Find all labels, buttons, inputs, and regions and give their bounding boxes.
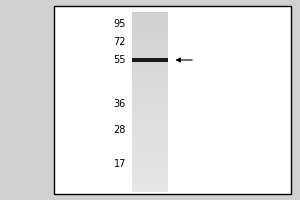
Bar bbox=[132, 23, 168, 25]
Bar bbox=[132, 58, 168, 62]
Bar bbox=[132, 81, 168, 84]
Bar bbox=[132, 165, 168, 167]
Bar bbox=[132, 93, 168, 95]
Bar bbox=[132, 43, 168, 46]
Text: 55: 55 bbox=[113, 55, 126, 65]
Bar bbox=[132, 122, 168, 124]
Text: 95: 95 bbox=[114, 19, 126, 29]
Bar bbox=[132, 99, 168, 102]
Bar bbox=[132, 178, 168, 181]
Bar bbox=[132, 32, 168, 35]
Bar bbox=[132, 144, 168, 147]
Bar bbox=[132, 21, 168, 23]
Bar bbox=[132, 52, 168, 55]
Bar bbox=[132, 41, 168, 44]
Bar bbox=[54, 6, 291, 194]
Bar bbox=[132, 54, 168, 57]
Bar bbox=[132, 151, 168, 154]
Bar bbox=[132, 115, 168, 118]
Text: 36: 36 bbox=[114, 99, 126, 109]
Bar bbox=[132, 97, 168, 100]
Bar bbox=[132, 176, 168, 179]
Bar bbox=[132, 158, 168, 160]
Bar bbox=[132, 27, 168, 30]
Bar bbox=[132, 75, 168, 77]
Bar bbox=[132, 50, 168, 52]
Bar bbox=[132, 39, 168, 41]
Bar bbox=[132, 120, 168, 122]
Bar bbox=[132, 63, 168, 66]
Bar bbox=[132, 147, 168, 149]
Bar bbox=[132, 180, 168, 183]
Bar bbox=[132, 129, 168, 131]
Bar bbox=[132, 153, 168, 156]
Bar bbox=[132, 133, 168, 136]
Bar bbox=[132, 183, 168, 185]
Bar bbox=[132, 126, 168, 129]
Bar bbox=[132, 30, 168, 32]
Bar bbox=[132, 185, 168, 188]
Bar bbox=[132, 102, 168, 104]
Bar bbox=[132, 95, 168, 98]
Bar bbox=[132, 79, 168, 82]
Bar bbox=[132, 117, 168, 120]
Bar bbox=[132, 174, 168, 176]
Bar bbox=[132, 162, 168, 165]
Text: 17: 17 bbox=[114, 159, 126, 169]
Bar bbox=[132, 68, 168, 71]
Bar bbox=[132, 48, 168, 50]
Bar bbox=[132, 131, 168, 134]
Text: 72: 72 bbox=[113, 37, 126, 47]
Bar bbox=[132, 113, 168, 116]
Bar bbox=[132, 88, 168, 91]
Bar bbox=[132, 57, 168, 59]
Bar bbox=[132, 187, 168, 190]
Bar bbox=[132, 104, 168, 107]
Bar bbox=[132, 169, 168, 172]
Bar bbox=[132, 84, 168, 86]
Bar bbox=[132, 59, 168, 62]
Bar bbox=[132, 18, 168, 21]
Bar bbox=[132, 124, 168, 127]
Bar bbox=[132, 70, 168, 73]
Bar bbox=[132, 167, 168, 170]
Bar bbox=[132, 111, 168, 113]
Bar bbox=[132, 149, 168, 152]
Bar bbox=[132, 77, 168, 79]
Bar bbox=[132, 45, 168, 48]
Bar bbox=[132, 135, 168, 138]
Bar bbox=[132, 142, 168, 145]
Bar bbox=[132, 138, 168, 140]
Bar bbox=[132, 34, 168, 37]
Bar bbox=[132, 14, 168, 17]
Bar bbox=[132, 61, 168, 64]
Bar bbox=[132, 189, 168, 192]
Bar bbox=[132, 140, 168, 142]
Bar bbox=[132, 72, 168, 75]
Bar bbox=[132, 86, 168, 88]
Bar bbox=[132, 90, 168, 93]
Bar bbox=[132, 106, 168, 109]
Bar bbox=[132, 25, 168, 28]
Bar bbox=[132, 171, 168, 174]
Bar bbox=[132, 66, 168, 68]
Bar bbox=[132, 108, 168, 111]
Bar bbox=[132, 36, 168, 39]
Text: 28: 28 bbox=[114, 125, 126, 135]
Bar bbox=[132, 16, 168, 19]
Bar bbox=[132, 160, 168, 163]
Bar bbox=[132, 12, 168, 14]
Bar bbox=[132, 156, 168, 158]
